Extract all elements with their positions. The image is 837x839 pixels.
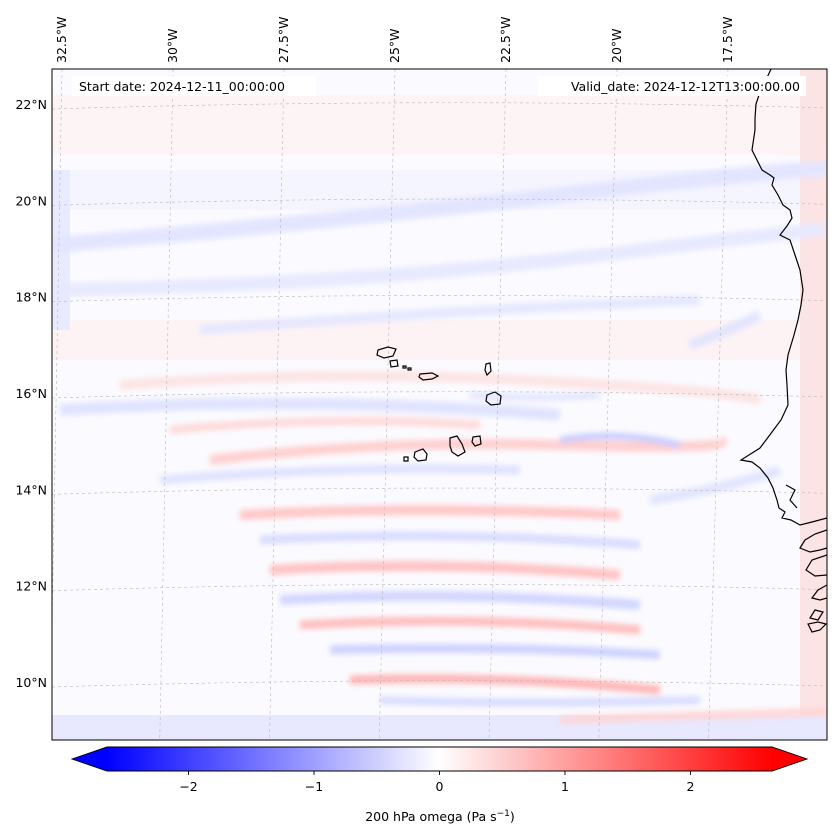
- longitude-tick-label: 22.5°W: [498, 17, 513, 63]
- field-band: [559, 708, 827, 724]
- map-gridlines: [52, 69, 827, 740]
- latitude-tick-label: 22°N: [15, 97, 47, 112]
- coastline: [376, 69, 827, 633]
- latitude-tick-label: 20°N: [15, 193, 47, 208]
- meridian-line: [708, 69, 729, 740]
- parallel-line: [52, 391, 827, 399]
- field-band: [159, 464, 521, 485]
- parallel-line: [52, 584, 827, 591]
- coast-detail: [805, 554, 827, 577]
- field-band: [52, 222, 827, 297]
- coast-detail: [807, 621, 827, 633]
- longitude-tick-label: 27.5°W: [276, 17, 291, 63]
- parallel-line: [52, 102, 827, 110]
- field-band: [52, 161, 827, 253]
- info-label-left: Start date: 2024-12-11_00:00:00: [72, 76, 316, 96]
- longitude-tick-label: 32.5°W: [54, 17, 69, 63]
- parallel-line: [52, 295, 827, 302]
- field-band: [688, 310, 763, 350]
- longitude-tick-label: 30°W: [165, 28, 180, 63]
- island: [484, 362, 492, 377]
- colorbar-extend-max: [772, 747, 807, 771]
- field-band: [169, 417, 481, 434]
- island: [485, 391, 502, 406]
- colorbar-tick-label: 2: [686, 779, 694, 794]
- colorbar-tick-label: 1: [561, 779, 569, 794]
- field-band: [239, 505, 621, 520]
- longitude-tick-label: 17.5°W: [720, 17, 735, 63]
- africa-coastline: [739, 69, 827, 526]
- field-band: [259, 531, 641, 550]
- parallel-line: [52, 680, 827, 688]
- island: [376, 346, 397, 359]
- longitude-tick-labels: 32.5°W 30°W 27.5°W 25°W 22.5°W 20°W 17.5°W: [54, 17, 735, 63]
- island: [389, 359, 399, 368]
- colorbar-outline: [70, 746, 809, 772]
- parallel-line: [52, 487, 827, 495]
- meridian-line: [269, 69, 285, 740]
- longitude-tick-label: 25°W: [387, 28, 402, 63]
- meridian-line: [378, 69, 396, 740]
- map-panel[interactable]: Start date: 2024-12-11_00:00:00 Valid_da…: [50, 68, 829, 741]
- island: [403, 456, 409, 462]
- coast-detail: [785, 484, 798, 509]
- meridian-line: [159, 69, 174, 740]
- field-band: [379, 696, 701, 707]
- colorbar-ticks: −2 −1 0 1 2: [179, 771, 694, 794]
- island: [402, 365, 407, 369]
- omega-field: [52, 69, 827, 740]
- field-band: [559, 432, 681, 449]
- coast-detail: [809, 609, 824, 621]
- field-band: [299, 616, 641, 635]
- latitude-tick-label: 18°N: [15, 290, 47, 305]
- colorbar-tick-label: 0: [436, 779, 444, 794]
- coast-detail: [799, 529, 827, 553]
- field-band: [649, 465, 782, 505]
- start-date-label: Start date: 2024-12-11_00:00:00: [79, 79, 285, 94]
- colorbar-gradient: [107, 747, 772, 771]
- field-band: [279, 591, 641, 610]
- colorbar-extend-min: [72, 747, 107, 771]
- meridian-line: [488, 69, 507, 740]
- colorbar-tick-label: −1: [305, 779, 323, 794]
- field-band: [59, 397, 561, 421]
- meridian-line: [598, 69, 618, 740]
- latitude-tick-label: 14°N: [15, 482, 47, 497]
- coast-detail: [810, 584, 827, 601]
- field-band: [119, 371, 762, 405]
- colorbar-label: 200 hPa omega (Pa s−1): [365, 809, 515, 824]
- island: [449, 435, 466, 457]
- colorbar-tick-label: −2: [179, 779, 197, 794]
- longitude-tick-label: 20°W: [609, 28, 624, 63]
- field-band: [329, 643, 661, 660]
- field-band: [269, 561, 621, 580]
- latitude-tick-label: 16°N: [15, 386, 47, 401]
- field-band: [469, 392, 601, 401]
- info-label-right: Valid_date: 2024-12-12T13:00:00.00: [538, 76, 806, 96]
- island: [413, 448, 428, 462]
- map-frame: [51, 68, 828, 741]
- valid-date-label: Valid_date: 2024-12-12T13:00:00.00: [571, 79, 800, 94]
- field-band: [199, 295, 701, 335]
- field-band: [209, 435, 727, 465]
- island: [407, 367, 412, 371]
- latitude-tick-labels: 22°N 20°N 18°N 16°N 14°N 12°N 10°N: [15, 97, 47, 690]
- island: [471, 435, 482, 447]
- island: [418, 372, 440, 381]
- field-band: [349, 674, 661, 695]
- parallel-line: [52, 198, 827, 206]
- latitude-tick-label: 12°N: [15, 579, 47, 594]
- colorbar: −2 −1 0 1 2 200 hPa omega (Pa s−1): [70, 746, 809, 824]
- field-patch: [52, 95, 827, 155]
- latitude-tick-label: 10°N: [15, 675, 47, 690]
